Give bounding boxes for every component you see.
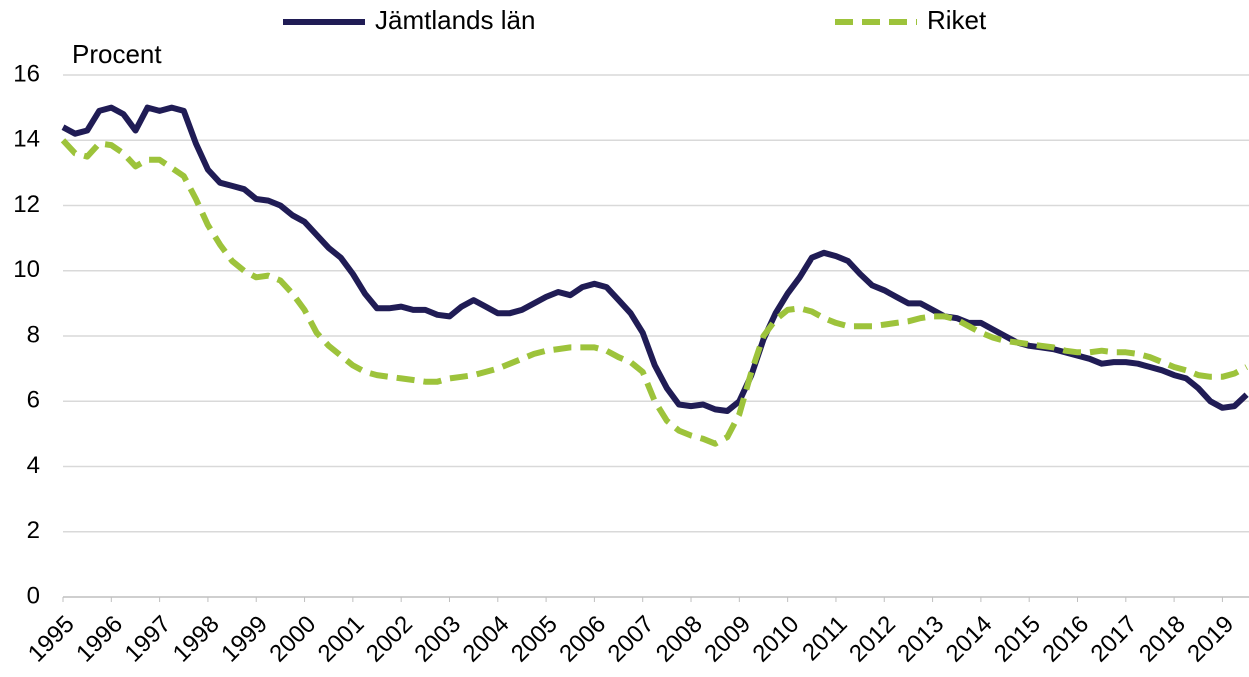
y-tick-label: 12 — [13, 191, 40, 218]
x-tick-label: 2011 — [797, 611, 853, 667]
x-tick-label: 1997 — [120, 611, 177, 668]
y-tick-label: 0 — [27, 582, 40, 609]
y-tick-label: 8 — [27, 321, 40, 348]
x-tick-label: 1999 — [216, 611, 273, 668]
x-tick-label: 2003 — [409, 611, 466, 668]
y-tick-label: 2 — [27, 517, 40, 544]
x-tick-label: 2004 — [458, 611, 515, 668]
series-line — [61, 104, 1249, 414]
x-tick-label: 2008 — [651, 611, 708, 668]
y-axis-label: Procent — [72, 39, 162, 69]
x-tick-label: 1998 — [168, 611, 225, 668]
x-tick-label: 2016 — [1037, 611, 1094, 668]
x-tick-label: 2006 — [554, 611, 611, 668]
x-tick-label: 2000 — [264, 611, 321, 668]
x-tick-label: 2015 — [989, 611, 1046, 668]
legend-label: Riket — [927, 5, 987, 35]
x-tick-label: 2007 — [603, 611, 660, 668]
legend-label: Jämtlands län — [375, 5, 535, 35]
x-tick-label: 2019 — [1182, 611, 1239, 668]
x-tick-label: 2001 — [313, 611, 370, 668]
x-tick-label: 2005 — [506, 611, 563, 668]
x-tick-label: 2009 — [699, 611, 756, 668]
x-tick-label: 2010 — [748, 611, 805, 668]
x-tick-label: 1996 — [71, 611, 128, 668]
x-tick-label: 2014 — [941, 611, 998, 668]
x-tick-label: 2017 — [1086, 611, 1143, 668]
x-tick-label: 2013 — [892, 611, 949, 668]
y-tick-label: 10 — [13, 256, 40, 283]
x-tick-label: 2012 — [844, 611, 901, 668]
y-tick-label: 16 — [13, 60, 40, 87]
series-line — [60, 138, 1249, 447]
x-tick-label: 2018 — [1134, 611, 1191, 668]
x-tick-label: 1995 — [23, 611, 80, 668]
y-tick-label: 14 — [13, 126, 40, 153]
x-tick-label: 2002 — [361, 611, 418, 668]
y-tick-label: 6 — [27, 387, 40, 414]
y-tick-label: 4 — [27, 452, 40, 479]
